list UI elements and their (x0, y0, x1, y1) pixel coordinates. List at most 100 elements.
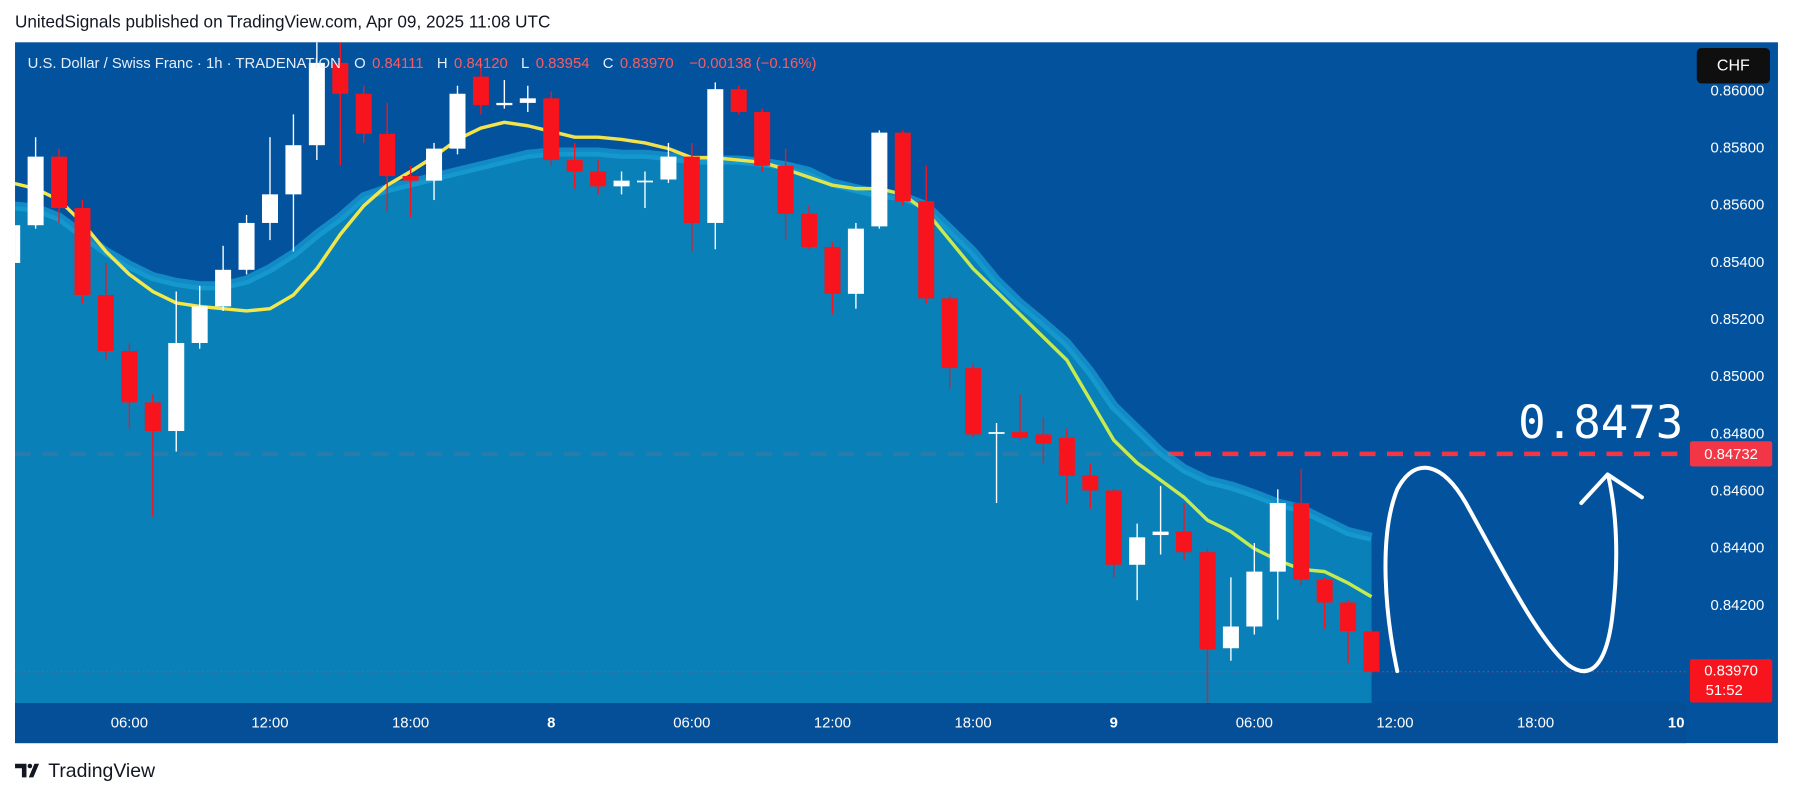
candle-body (27, 156, 44, 226)
x-tick-label: 10 (1668, 716, 1685, 732)
candle-body (988, 432, 1005, 434)
candle-body (308, 62, 325, 146)
candle-body (801, 213, 818, 247)
candle-body (1152, 531, 1169, 536)
candle-body (379, 133, 396, 177)
ma-area (15, 152, 1372, 704)
candle-body (1293, 503, 1310, 580)
y-tick-label: 0.85000 (1711, 369, 1765, 385)
legend-label: O (354, 56, 366, 72)
candle-body (51, 156, 68, 209)
x-tick-label: 8 (547, 716, 555, 732)
candle-body (402, 176, 419, 181)
candle-body (215, 269, 232, 307)
candle-body (238, 222, 255, 270)
x-tick-label: 12:00 (1376, 716, 1413, 732)
countdown: 51:52 (1706, 683, 1743, 699)
candle-body (1105, 490, 1122, 565)
legend-symbol: U.S. Dollar / Swiss Franc · 1h · TRADENA… (28, 56, 341, 72)
y-tick-label: 0.85200 (1711, 312, 1765, 328)
candle-body (285, 145, 302, 195)
candle-body (144, 402, 161, 432)
candle-body (590, 171, 607, 187)
y-tick-label: 0.84400 (1711, 541, 1765, 557)
last-price-label: 0.83970 (1704, 664, 1758, 680)
annotation: 0.8473 (1518, 396, 1683, 449)
candle-body (261, 194, 278, 223)
x-tick-label: 06:00 (111, 716, 148, 732)
candle-body (660, 156, 677, 180)
candle-body (1035, 434, 1052, 444)
candle-body (168, 342, 185, 432)
legend-value: 0.83970 (620, 56, 674, 72)
candle-body (332, 62, 349, 94)
legend-value: 0.84111 (372, 56, 424, 72)
candle-body (1058, 437, 1075, 476)
y-tick-label: 0.84600 (1711, 484, 1765, 500)
y-tick-label: 0.85400 (1711, 255, 1765, 271)
x-tick-label: 12:00 (251, 716, 288, 732)
x-tick-label: 18:00 (392, 716, 429, 732)
overlay: 0.8473 U.S. Dollar / Swiss Franc · 1h · … (15, 48, 1773, 782)
candle-body (1011, 432, 1028, 438)
candle-body (1246, 571, 1263, 627)
candle-body (777, 165, 794, 214)
candle-body (566, 160, 583, 172)
y-tick-label: 0.85800 (1711, 141, 1765, 157)
candle-body (754, 112, 771, 166)
candle-body (824, 246, 841, 294)
candle-body (15, 225, 21, 263)
y-tick-label: 0.86000 (1711, 83, 1765, 99)
candle-body (847, 228, 864, 294)
candle-body (426, 148, 443, 181)
candle-body (496, 102, 513, 106)
currency-button[interactable] (1696, 48, 1770, 84)
candle-body (97, 294, 114, 351)
candle-body (894, 132, 911, 202)
candle-body (355, 93, 372, 134)
candle-body (472, 76, 489, 106)
logo-text: TradingView (48, 760, 156, 782)
candle-body (683, 156, 700, 223)
currency-label[interactable]: CHF (1717, 58, 1750, 75)
candle-body (1222, 626, 1239, 649)
candle-body (191, 306, 208, 343)
y-tick-label: 0.84200 (1711, 598, 1765, 614)
candle-body (1269, 503, 1286, 572)
level-badge (1689, 441, 1773, 467)
legend-label: C (603, 56, 614, 72)
candle-body (1199, 552, 1216, 650)
candle-body (918, 201, 935, 299)
drawn-arrowhead (1579, 472, 1644, 506)
candle-body (543, 98, 560, 161)
candle-body (941, 298, 958, 369)
candle-body (1316, 579, 1333, 603)
candle-body (1129, 537, 1146, 565)
candle-body (1363, 631, 1380, 672)
time-axis-background (15, 703, 1687, 744)
y-tick-label: 0.85600 (1711, 198, 1765, 214)
candle-body (707, 89, 724, 223)
y-tick-label: 0.84800 (1711, 426, 1765, 442)
logo-icon (15, 763, 40, 778)
last-price-badge (1689, 659, 1773, 703)
x-tick-label: 06:00 (673, 716, 710, 732)
candle-body (636, 180, 653, 183)
legend-value: 0.83954 (536, 56, 590, 72)
legend: U.S. Dollar / Swiss Franc · 1h · TRADENA… (28, 56, 817, 72)
header: UnitedSignals published on TradingView.c… (15, 11, 550, 31)
legend-label: H (437, 56, 448, 72)
candle-body (121, 350, 138, 403)
level-label: 0.84732 (1704, 447, 1758, 463)
legend-label: L (521, 56, 529, 72)
legend-change: −0.00138 (−0.16%) (689, 56, 816, 72)
candle-body (1082, 475, 1099, 491)
candle-body (449, 93, 466, 149)
x-tick-label: 18:00 (1517, 716, 1554, 732)
drawn-path (1383, 465, 1619, 674)
x-tick-label: 12:00 (814, 716, 851, 732)
plot-area (15, 42, 1687, 704)
candle-body (74, 208, 91, 295)
